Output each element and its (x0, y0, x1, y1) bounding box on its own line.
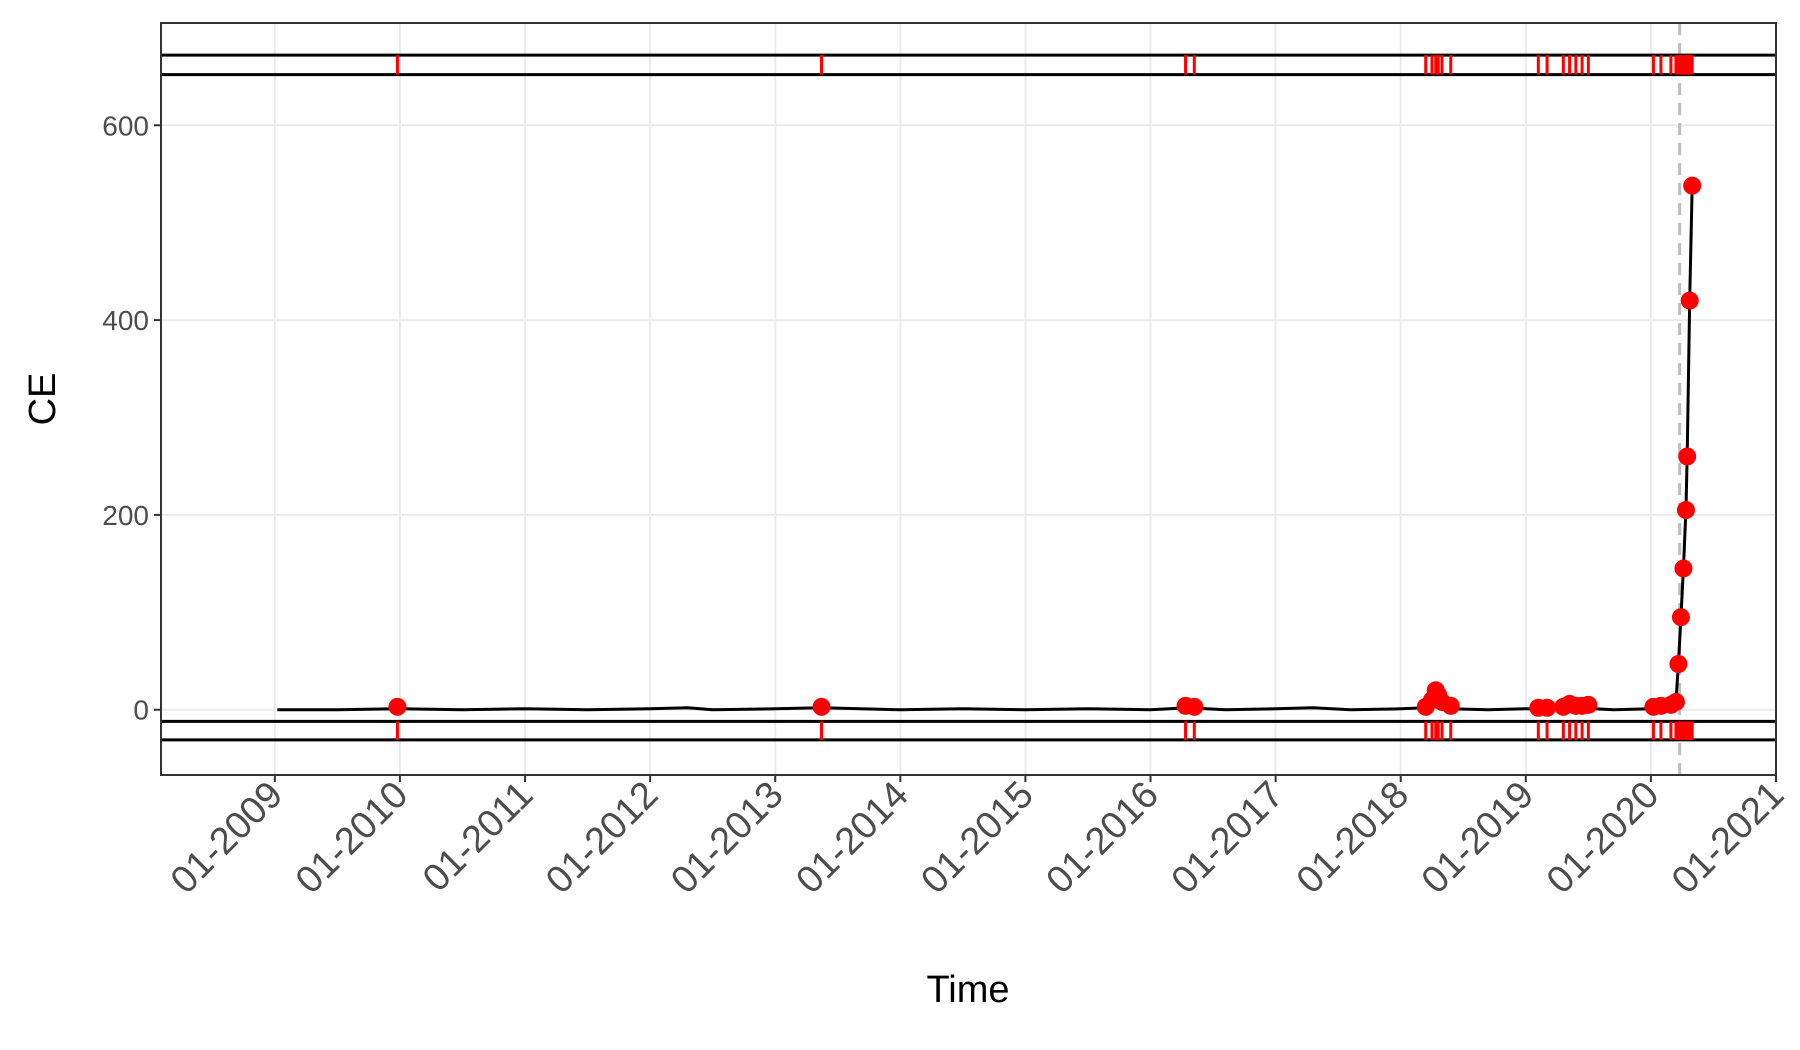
x-tick-label: 01-2015 (913, 774, 1041, 902)
outlier-point (812, 697, 831, 716)
y-tick-label: 400 (102, 305, 149, 336)
outlier-point (1185, 697, 1204, 716)
outlier-point (1676, 501, 1695, 520)
x-tick-label: 01-2019 (1414, 774, 1542, 902)
outlier-point (1671, 608, 1690, 627)
outlier-point (1666, 692, 1685, 711)
plot-border (160, 22, 1777, 776)
outlier-point (1538, 698, 1557, 717)
x-tick-label: 01-2011 (415, 774, 541, 900)
x-tick-label: 01-2009 (163, 774, 291, 902)
x-tick-label: 01-2017 (1164, 774, 1292, 902)
outlier-point (1441, 696, 1460, 715)
y-tick-label: 600 (102, 110, 149, 141)
y-tick-label: 200 (102, 500, 149, 531)
y-axis-title: CE (22, 373, 64, 426)
series-line (277, 185, 1694, 712)
x-tick-label: 01-2016 (1039, 774, 1167, 902)
x-tick-label: 01-2010 (288, 774, 416, 902)
plot-background (161, 23, 1776, 775)
x-tick-label: 01-2018 (1289, 774, 1417, 902)
x-tick-label: 01-2021 (1664, 774, 1792, 902)
outlier-point (1683, 176, 1702, 195)
x-tick-label: 01-2013 (663, 774, 791, 902)
y-tick-label: 0 (133, 695, 149, 726)
x-axis-title: Time (926, 969, 1009, 1011)
outlier-point (388, 697, 407, 716)
outlier-point (1669, 654, 1688, 673)
x-tick-label: 01-2020 (1539, 774, 1667, 902)
outlier-point (1680, 291, 1699, 310)
x-tick-label: 01-2012 (538, 774, 666, 902)
outlier-point (1579, 695, 1598, 714)
outlier-point (1674, 559, 1693, 578)
outlier-point (1678, 447, 1697, 466)
x-tick-label: 01-2014 (788, 774, 916, 902)
